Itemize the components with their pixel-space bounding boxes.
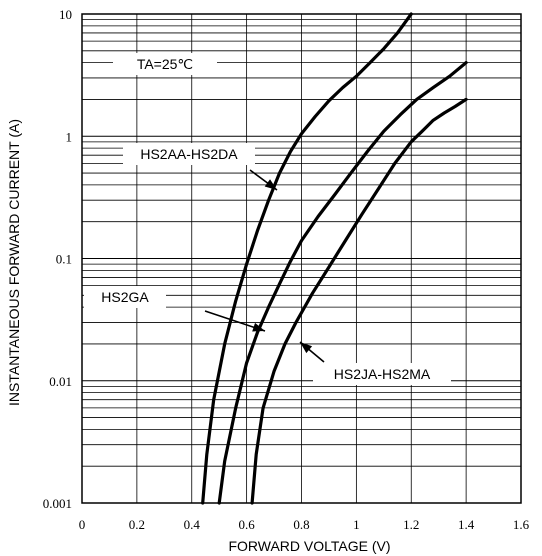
y-tick-label: 0.1 bbox=[56, 252, 72, 267]
series-label-hs2ja-bg bbox=[313, 363, 451, 385]
series-line-2 bbox=[217, 60, 468, 505]
condition-label-bg bbox=[113, 53, 217, 75]
arrow-hs2ja bbox=[299, 341, 325, 363]
x-tick-label: 0.8 bbox=[293, 517, 309, 532]
series-label-hs2aa: HS2AA-HS2DA bbox=[140, 146, 238, 162]
y-tick-label: 0.01 bbox=[49, 374, 72, 389]
x-tick-label: 0 bbox=[79, 517, 86, 532]
y-tick-label: 0.001 bbox=[43, 496, 72, 511]
arrow-hs2aa bbox=[249, 169, 278, 191]
series-line-1 bbox=[201, 12, 413, 505]
plot-frame bbox=[81, 13, 522, 504]
arrow-hs2ga bbox=[204, 310, 266, 332]
y-tick-label: 10 bbox=[59, 7, 72, 22]
x-tick-label: 0.2 bbox=[129, 517, 145, 532]
condition-label: TA=25℃ bbox=[137, 56, 193, 72]
y-tick-label: 1 bbox=[66, 129, 73, 144]
series-label-hs2ja: HS2JA-HS2MA bbox=[334, 366, 431, 382]
arrow-head bbox=[252, 322, 265, 332]
x-axis-label: FORWARD VOLTAGE (V) bbox=[228, 538, 390, 554]
y-axis-label: INSTANTANEOUS FORWARD CURRENT (A) bbox=[6, 119, 22, 406]
series-line-3 bbox=[250, 97, 468, 505]
series-label-hs2ga: HS2GA bbox=[101, 289, 149, 305]
x-tick-label: 1.4 bbox=[458, 517, 475, 532]
x-tick-label: 1 bbox=[353, 517, 360, 532]
x-tick-label: 1.2 bbox=[403, 517, 419, 532]
arrow-head bbox=[300, 342, 313, 354]
x-tick-label: 1.6 bbox=[513, 517, 530, 532]
series-label-hs2ga-bg bbox=[84, 286, 166, 308]
series-label-hs2aa-bg bbox=[123, 143, 255, 165]
arrow-head bbox=[264, 179, 277, 190]
x-tick-label: 0.4 bbox=[184, 517, 201, 532]
x-tick-label: 0.6 bbox=[239, 517, 256, 532]
